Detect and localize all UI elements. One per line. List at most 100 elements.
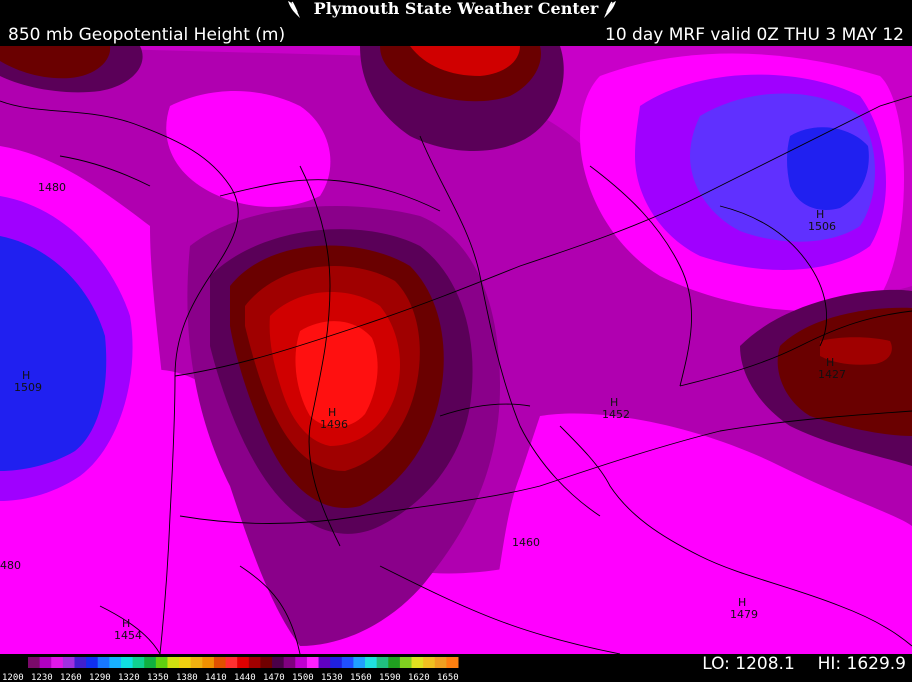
legend-swatch <box>74 657 87 668</box>
legend-swatch <box>237 657 250 668</box>
coastline <box>559 425 912 647</box>
legend-swatches <box>28 657 459 668</box>
pressure-center-value: 1506 <box>808 220 836 233</box>
high-value: HI: 1629.9 <box>817 654 906 674</box>
pressure-center-marker: H <box>328 406 336 419</box>
legend-swatch <box>365 657 378 668</box>
border-line <box>419 135 601 517</box>
border-line <box>719 205 828 347</box>
legend-tick-label: 1230 <box>31 673 53 682</box>
border-line <box>379 565 621 654</box>
legend-swatch <box>109 657 122 668</box>
geopotential-map: 1480H1509H1496H1452H1506H14271460480H145… <box>0 46 912 654</box>
legend-swatch <box>213 657 227 668</box>
legend-swatch <box>388 657 401 668</box>
legend-swatch <box>272 657 285 668</box>
color-legend: 1200 1230 1260 1290 1320 1350 1380 1410 1440 1470… <box>2 657 459 682</box>
legend-swatch <box>306 657 320 668</box>
legend-tick-label: 1590 <box>379 673 401 682</box>
legend-swatch <box>144 657 157 668</box>
legend-tick-label: 1620 <box>408 673 430 682</box>
legend-tick-label: 1290 <box>89 673 111 682</box>
border-line <box>239 565 301 654</box>
east-low-red <box>820 337 892 365</box>
run-label: 10 day MRF valid 0Z THU 3 MAY 12 <box>605 25 904 45</box>
legend-swatch <box>225 657 238 668</box>
legend-tick-label: 1440 <box>234 673 256 682</box>
pressure-center-value: 1479 <box>730 608 758 621</box>
legend-tick-label: 1410 <box>205 673 227 682</box>
pressure-center-marker: H <box>610 396 618 409</box>
border-line <box>174 95 912 377</box>
legend-swatch <box>376 657 389 668</box>
legend-tick-label: 1470 <box>263 673 285 682</box>
pressure-center-value: 1452 <box>602 408 630 421</box>
pressure-center-value: 1427 <box>818 368 846 381</box>
legend-swatch <box>411 657 424 668</box>
north-east-high-blue2 <box>787 127 869 210</box>
min-max-stats: LO: 1208.1 HI: 1629.9 <box>702 654 906 674</box>
low-value: LO: 1208.1 <box>702 654 795 674</box>
legend-swatch <box>248 657 261 668</box>
height-fill-regions <box>0 46 912 654</box>
border-line <box>679 310 912 387</box>
legend-swatch <box>120 657 134 668</box>
contour-value-label: 1460 <box>512 536 540 549</box>
border-line <box>59 155 151 187</box>
pressure-center-marker: H <box>738 596 746 609</box>
storm-logo-icon <box>288 1 300 18</box>
border-line <box>439 403 531 417</box>
legend-swatch <box>260 657 273 668</box>
north-west-light-zone <box>166 91 331 207</box>
legend-swatch <box>434 657 447 668</box>
pressure-center-marker: H <box>122 617 130 630</box>
contour-value-label: 480 <box>0 559 21 572</box>
legend-swatch <box>155 657 168 668</box>
border-line <box>299 165 341 547</box>
pressure-center-value: 1454 <box>114 629 142 642</box>
map-labels: 1480H1509H1496H1452H1506H14271460480H145… <box>0 181 846 642</box>
legend-swatch <box>132 657 145 668</box>
central-low-core <box>295 321 378 428</box>
legend-swatch <box>179 657 192 668</box>
legend-swatch <box>190 657 203 668</box>
pressure-center-marker: H <box>826 356 834 369</box>
legend-tick-label: 1530 <box>321 673 343 682</box>
border-line <box>179 410 912 524</box>
legend-swatch <box>62 657 75 668</box>
coastline <box>0 100 239 654</box>
legend-tick-label: 1560 <box>350 673 372 682</box>
border-line <box>589 165 692 387</box>
storm-logo-icon <box>604 1 616 18</box>
south-east-light-zone <box>480 413 912 654</box>
legend-swatch <box>167 657 180 668</box>
legend-swatch <box>341 657 354 668</box>
west-high-blue <box>0 236 107 471</box>
field-label: 850 mb Geopotential Height (m) <box>8 25 286 45</box>
pressure-center-marker: H <box>22 369 30 382</box>
legend-swatch <box>399 657 413 668</box>
legend-tick-label: 1200 <box>2 673 24 682</box>
legend-swatch <box>318 657 331 668</box>
legend-tick-label: 1320 <box>118 673 140 682</box>
legend-swatch <box>28 657 41 668</box>
pressure-center-value: 1496 <box>320 418 348 431</box>
legend-swatch <box>97 657 110 668</box>
contour-value-label: 1480 <box>38 181 66 194</box>
legend-labels: 1200 1230 1260 1290 1320 1350 1380 1410 1440 1470… <box>2 673 459 682</box>
brand-title: Plymouth State Weather Center <box>313 0 599 18</box>
north-low-red <box>410 46 520 76</box>
coastline <box>99 605 161 654</box>
legend-swatch <box>353 657 366 668</box>
legend-swatch <box>423 657 436 668</box>
legend-swatch <box>51 657 64 668</box>
pressure-center-marker: H <box>816 208 824 221</box>
legend-tick-label: 1500 <box>292 673 314 682</box>
legend-swatch <box>283 657 296 668</box>
pressure-center-value: 1509 <box>14 381 42 394</box>
legend-swatch <box>330 657 343 668</box>
legend-swatch <box>446 657 459 668</box>
legend-tick-label: 1380 <box>176 673 198 682</box>
legend-tick-label: 1350 <box>147 673 169 682</box>
